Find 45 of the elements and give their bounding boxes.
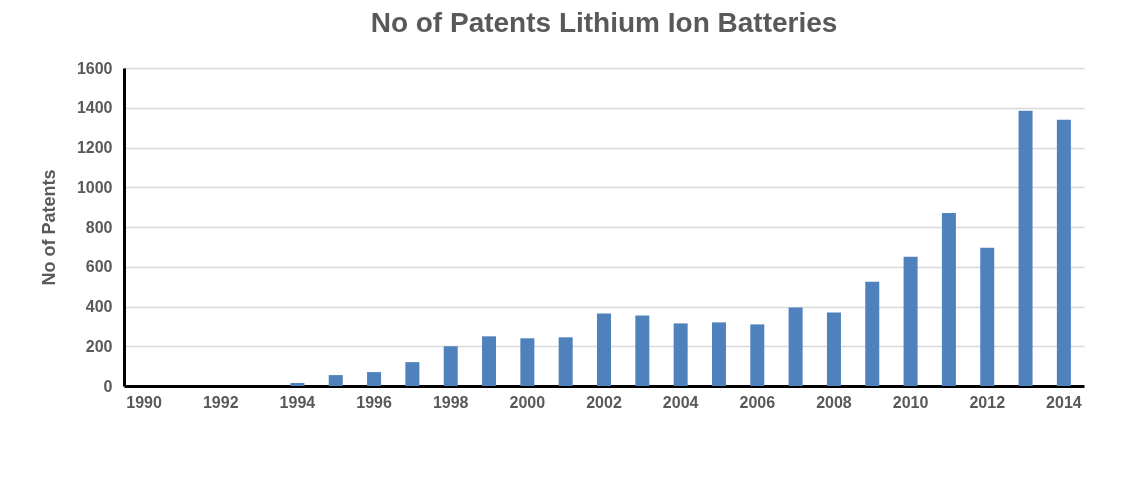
bar [1018, 110, 1033, 386]
y-tick-label: 600 [85, 258, 113, 276]
x-tick-label: 2000 [509, 393, 546, 411]
bar [941, 213, 956, 386]
bar [788, 307, 803, 386]
bar [290, 383, 305, 386]
x-tick-label: 2006 [739, 393, 776, 411]
x-tick-label: 1992 [202, 393, 239, 411]
bar [980, 247, 995, 386]
bar [367, 372, 382, 386]
x-tick-label: 1996 [356, 393, 392, 411]
y-axis-title: No of Patents [38, 169, 59, 286]
y-tick-label: 400 [85, 298, 113, 315]
bar [750, 324, 765, 386]
x-tick-label: 2010 [892, 393, 929, 411]
bar [558, 337, 573, 386]
x-tick-label: 2008 [816, 393, 852, 411]
x-tick-label: 2012 [969, 393, 1006, 411]
bar [328, 375, 343, 386]
bar [826, 312, 841, 386]
bar [865, 281, 880, 386]
y-tick-label: 800 [85, 218, 113, 236]
y-tick-label: 200 [85, 337, 113, 355]
y-tick-label: 1400 [76, 99, 113, 117]
x-tick-label: 2002 [586, 393, 622, 411]
y-tick-label: 1000 [76, 178, 113, 196]
x-tick-label: 1998 [432, 393, 469, 411]
bar [443, 346, 458, 386]
x-tick-label: 1994 [279, 393, 316, 411]
bar [635, 315, 650, 386]
bar [597, 313, 611, 386]
bar [482, 336, 497, 386]
y-tick-label: 1200 [76, 139, 113, 156]
x-tick-label: 2004 [662, 393, 699, 411]
bar [1056, 119, 1071, 386]
y-tick-label: 1600 [76, 59, 113, 77]
chart-title: No of Patents Lithium Ion Batteries [370, 7, 838, 38]
bar [903, 256, 918, 386]
bar [520, 338, 535, 386]
y-tick-label: 0 [103, 377, 113, 395]
x-tick-label: 1990 [126, 393, 163, 411]
x-tick-label: 2014 [1046, 393, 1082, 411]
bar [673, 323, 688, 386]
bar [711, 322, 726, 386]
bar [405, 362, 420, 386]
